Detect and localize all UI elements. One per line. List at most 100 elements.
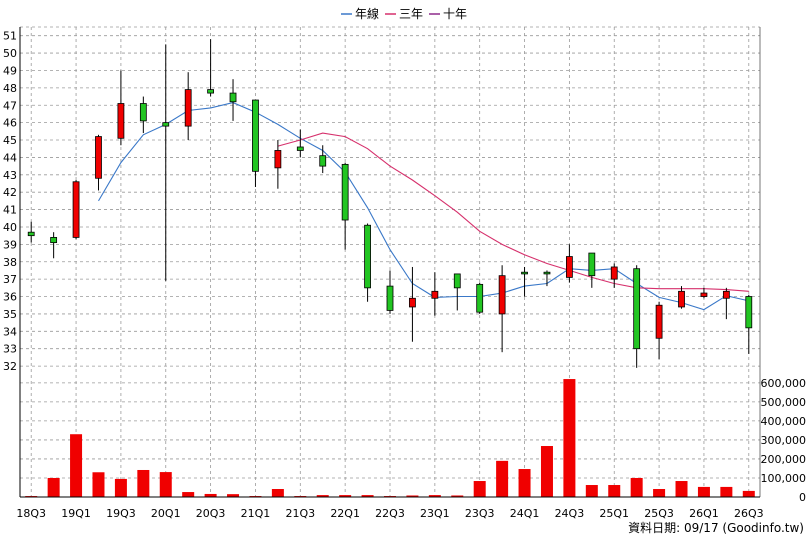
candle-body-down [364, 224, 371, 289]
volume-bar [339, 495, 352, 497]
volume-tick-label: 600,000 [761, 377, 807, 390]
moving-average-lines [98, 102, 749, 311]
x-tick-label: 19Q1 [61, 507, 91, 520]
price-tick-label: 32 [3, 360, 17, 373]
price-tick-label: 38 [3, 256, 17, 269]
volume-tick-label: 200,000 [761, 453, 807, 466]
price-tick-label: 35 [3, 308, 17, 321]
ma-line-annual [98, 102, 749, 311]
x-tick-label: 19Q3 [106, 507, 136, 520]
volume-bar [137, 469, 150, 497]
candle-body-down [386, 285, 394, 311]
candle-body-down [207, 89, 215, 94]
volume-tick-label: 300,000 [761, 434, 807, 447]
candle-body-down [543, 271, 551, 275]
candles [27, 39, 753, 368]
price-tick-label: 50 [3, 47, 17, 60]
candle-body-down [453, 273, 461, 289]
candle-body-down [296, 146, 304, 151]
candle-body-down [341, 163, 349, 221]
candle-body-up [431, 290, 439, 299]
candle-body-down [633, 268, 641, 350]
price-tick-label: 42 [3, 186, 17, 199]
volume-bar [675, 481, 688, 497]
x-tick-label: 24Q3 [555, 507, 585, 520]
x-tick-label: 22Q3 [375, 507, 405, 520]
candle-body-down [139, 103, 147, 122]
volume-bar [227, 494, 240, 497]
volume-tick-label: 0 [799, 491, 806, 504]
x-tick-label: 24Q1 [510, 507, 540, 520]
volume-bar [361, 495, 374, 497]
volume-bar [70, 434, 83, 497]
price-tick-label: 51 [3, 30, 17, 43]
candle-body-up [565, 256, 573, 278]
chart-axes: 32 33 34 35 36 37 38 39 40 41 42 43 44 45 46 47 48 49 50 51… [3, 26, 807, 520]
volume-bar [114, 478, 127, 497]
price-tick-label: 37 [3, 273, 17, 286]
candle-body-down [476, 283, 484, 313]
volume-bar [630, 477, 643, 497]
price-tick-label: 43 [3, 169, 17, 182]
candle-body-down [50, 237, 58, 244]
price-tick-label: 33 [3, 343, 17, 356]
price-tick-label: 44 [3, 151, 17, 164]
volume-bar [204, 493, 217, 497]
volume-bar [585, 485, 598, 497]
volume-bar [720, 486, 733, 497]
volume-bar [518, 469, 531, 497]
price-tick-label: 48 [3, 82, 17, 95]
price-tick-label: 40 [3, 221, 17, 234]
candle-body-up [700, 292, 708, 297]
volume-bar [406, 495, 419, 497]
candle-body-up [184, 89, 192, 127]
legend-label-ten-year: 十年 [443, 7, 467, 21]
x-tick-label: 18Q3 [16, 507, 46, 520]
chart-grid [20, 27, 760, 497]
price-tick-label: 39 [3, 238, 17, 251]
legend-label-annual: 年線 [355, 6, 379, 21]
legend-label-three-year: 三年 [399, 7, 423, 21]
volume-tick-label: 400,000 [761, 415, 807, 428]
footer-data-date: 資料日期: 09/17 (Goodinfo.tw) [628, 521, 804, 535]
volume-bar [540, 446, 553, 497]
volume-tick-label: 100,000 [761, 472, 807, 485]
x-tick-label: 23Q3 [465, 507, 495, 520]
candle-body-up [655, 304, 663, 339]
price-tick-label: 45 [3, 134, 17, 147]
volume-tick-label: 500,000 [761, 396, 807, 409]
volume-bar [473, 481, 486, 497]
volume-bar [159, 472, 172, 497]
candle-body-up [610, 266, 618, 280]
x-tick-label: 26Q1 [689, 507, 719, 520]
candle-body-down [588, 252, 596, 277]
candle-body-up [409, 297, 416, 308]
volume-bar [563, 379, 576, 497]
volume-bar [271, 489, 284, 497]
volume-bar [697, 486, 710, 497]
candle-body-up [274, 150, 282, 169]
volume-bar [316, 495, 329, 497]
candle-body-up [117, 103, 125, 139]
volume-bars [25, 379, 755, 497]
volume-bar [47, 477, 60, 497]
x-tick-label: 26Q3 [734, 507, 764, 520]
candle-body-up [498, 275, 506, 315]
price-tick-label: 41 [3, 204, 17, 217]
price-tick-label: 36 [3, 291, 17, 304]
price-tick-label: 49 [3, 64, 17, 77]
candle-body-up [95, 136, 102, 179]
candle-body-down [319, 155, 327, 167]
x-tick-label: 23Q1 [420, 507, 450, 520]
volume-bar [496, 460, 509, 497]
candle-body-down [162, 122, 170, 127]
candle-body-down [27, 231, 35, 237]
x-tick-label: 21Q1 [241, 507, 271, 520]
candle-body-up [72, 181, 80, 238]
candle-body-down [521, 271, 528, 275]
x-tick-label: 20Q3 [196, 507, 226, 520]
price-tick-label: 34 [3, 325, 17, 338]
candle-body-up [678, 290, 685, 308]
